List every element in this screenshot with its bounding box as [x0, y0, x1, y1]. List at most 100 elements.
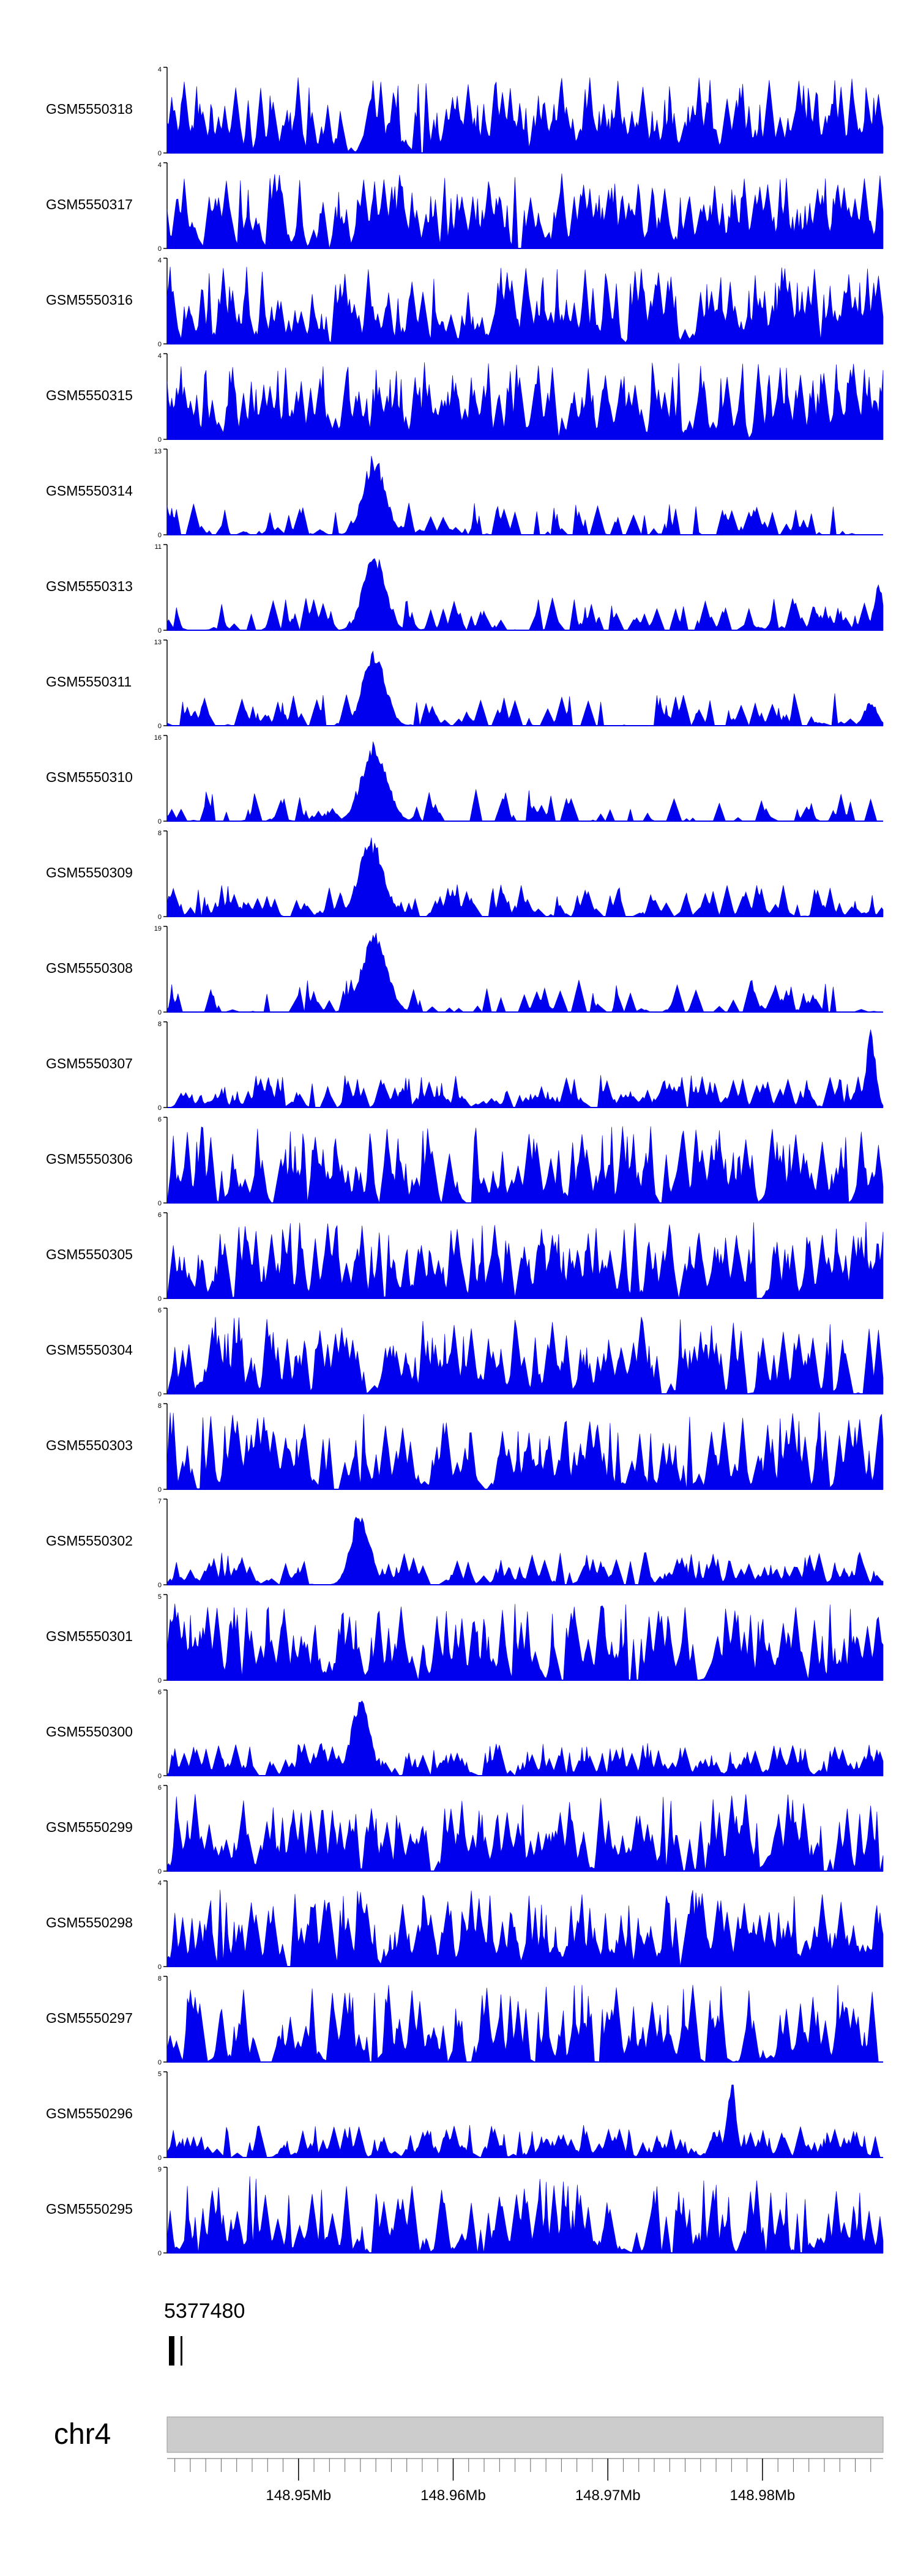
y-tick-label-min: 0 [158, 532, 162, 539]
coverage-area [166, 650, 884, 726]
y-tick-label-min: 0 [158, 436, 162, 444]
track-label: GSM5550317 [46, 196, 133, 212]
axis-tick-label: 148.96Mb [420, 2487, 486, 2504]
y-tick-label-min: 0 [158, 2154, 162, 2162]
chromosome-label: chr4 [54, 2418, 111, 2451]
track-GSM5550303: GSM5550303 8 0 [46, 1402, 884, 1494]
y-tick-label-max: 13 [154, 448, 162, 455]
track-label: GSM5550299 [46, 1819, 133, 1835]
track-label: GSM5550318 [46, 101, 133, 117]
y-tick-label-min: 0 [158, 1677, 162, 1684]
y-tick-label-max: 4 [158, 352, 162, 360]
track-label: GSM5550314 [46, 483, 133, 499]
track-GSM5550314: GSM5550314 13 0 [46, 448, 883, 539]
coverage-area [166, 1700, 884, 1776]
y-tick-label-max: 4 [158, 66, 162, 73]
coverage-area [166, 173, 884, 249]
track-GSM5550305: GSM5550305 6 0 [46, 1212, 884, 1303]
track-GSM5550296: GSM5550296 5 0 [46, 2071, 883, 2162]
y-tick-label-min: 0 [158, 1486, 162, 1494]
coverage-area [166, 1516, 884, 1585]
coverage-tracks: GSM555031840GSM555031740GSM555031640GSM5… [46, 66, 884, 2257]
y-tick-label-max: 19 [154, 925, 162, 932]
y-tick-label-max: 8 [158, 1975, 162, 1982]
y-tick-label-max: 4 [158, 1880, 162, 1887]
annotation-track: 5377480 [164, 2299, 245, 2366]
y-tick-label-min: 0 [158, 1773, 162, 1780]
track-label: GSM5550308 [46, 960, 133, 976]
y-tick-label-min: 0 [158, 1295, 162, 1303]
track-GSM5550302: GSM5550302 7 0 [46, 1498, 884, 1589]
track-label: GSM5550302 [46, 1533, 133, 1549]
track-GSM5550300: GSM5550300 6 0 [46, 1689, 884, 1780]
coverage-area [166, 1603, 884, 1681]
coverage-area [166, 77, 884, 154]
y-tick-label-max: 8 [158, 1021, 162, 1028]
y-tick-label-min: 0 [158, 1391, 162, 1398]
coverage-area [166, 558, 884, 631]
coverage-area [166, 837, 884, 917]
coverage-area [166, 1126, 884, 1204]
y-tick-label-min: 0 [158, 1582, 162, 1589]
coverage-area [166, 1794, 884, 1872]
track-label: GSM5550315 [46, 387, 133, 403]
track-label: GSM5550307 [46, 1055, 133, 1071]
y-tick-label-min: 0 [158, 341, 162, 348]
track-GSM5550313: GSM5550313 11 0 [46, 543, 884, 635]
chromosome-ideogram: chr4 [54, 2416, 884, 2453]
y-tick-label-max: 6 [158, 1212, 162, 1219]
coverage-area [166, 266, 884, 344]
y-tick-label-min: 0 [158, 914, 162, 921]
track-label: GSM5550300 [46, 1724, 133, 1740]
track-GSM5550299: GSM5550299 6 0 [46, 1784, 884, 1875]
coverage-area [166, 1889, 884, 1967]
y-tick-label-max: 5 [158, 1593, 162, 1601]
annotation-mark-thick [169, 2336, 174, 2366]
y-tick-label-max: 13 [154, 639, 162, 646]
track-label: GSM5550306 [46, 1151, 133, 1167]
track-label: GSM5550295 [46, 2201, 133, 2217]
y-tick-label-min: 0 [158, 1104, 162, 1112]
coverage-area [167, 1029, 884, 1108]
track-label: GSM5550303 [46, 1437, 133, 1453]
coverage-area [166, 1221, 884, 1299]
track-label: GSM5550311 [46, 674, 132, 690]
y-tick-label-max: 6 [158, 1307, 162, 1314]
y-tick-label-min: 0 [158, 1868, 162, 1875]
y-tick-label-min: 0 [158, 2059, 162, 2066]
y-tick-label-max: 5 [158, 2071, 162, 2078]
y-tick-label-min: 0 [158, 245, 162, 253]
y-tick-label-max: 6 [158, 1116, 162, 1123]
y-tick-label-min: 0 [158, 1964, 162, 1971]
y-tick-label-min: 0 [158, 1009, 162, 1016]
track-GSM5550298: GSM5550298 4 0 [46, 1880, 884, 1971]
y-tick-label-min: 0 [158, 2250, 162, 2257]
track-GSM5550304: GSM5550304 6 0 [46, 1307, 884, 1398]
track-label: GSM5550316 [46, 292, 133, 308]
coverage-area [166, 455, 883, 535]
coverage-area [166, 1985, 883, 2063]
track-GSM5550297: GSM5550297 8 0 [46, 1975, 883, 2066]
coverage-area [166, 1317, 884, 1394]
track-label: GSM5550310 [46, 769, 133, 785]
track-GSM5550318: GSM5550318 4 0 [46, 66, 884, 157]
y-tick-label-max: 16 [154, 734, 162, 742]
track-label: GSM5550313 [46, 578, 133, 594]
coverage-area [166, 2085, 883, 2158]
genomic-axis: 148.95Mb 148.96Mb 148.97Mb 148.98Mb [167, 2458, 883, 2504]
coverage-area [166, 2176, 884, 2254]
y-tick-label-max: 7 [158, 1498, 162, 1505]
y-tick-label-max: 4 [158, 162, 162, 169]
y-tick-label-max: 6 [158, 1784, 162, 1792]
track-label: GSM5550296 [46, 2105, 133, 2121]
track-GSM5550308: GSM5550308 19 0 [46, 925, 883, 1016]
axis-tick-label: 148.95Mb [266, 2487, 331, 2504]
track-label: GSM5550301 [46, 1628, 133, 1644]
y-tick-label-max: 8 [158, 830, 162, 837]
track-label: GSM5550297 [46, 2010, 133, 2026]
y-tick-label-max: 6 [158, 1689, 162, 1696]
track-GSM5550316: GSM5550316 4 0 [46, 257, 884, 348]
track-GSM5550295: GSM5550295 9 0 [46, 2166, 884, 2257]
track-GSM5550315: GSM5550315 4 0 [46, 352, 884, 444]
